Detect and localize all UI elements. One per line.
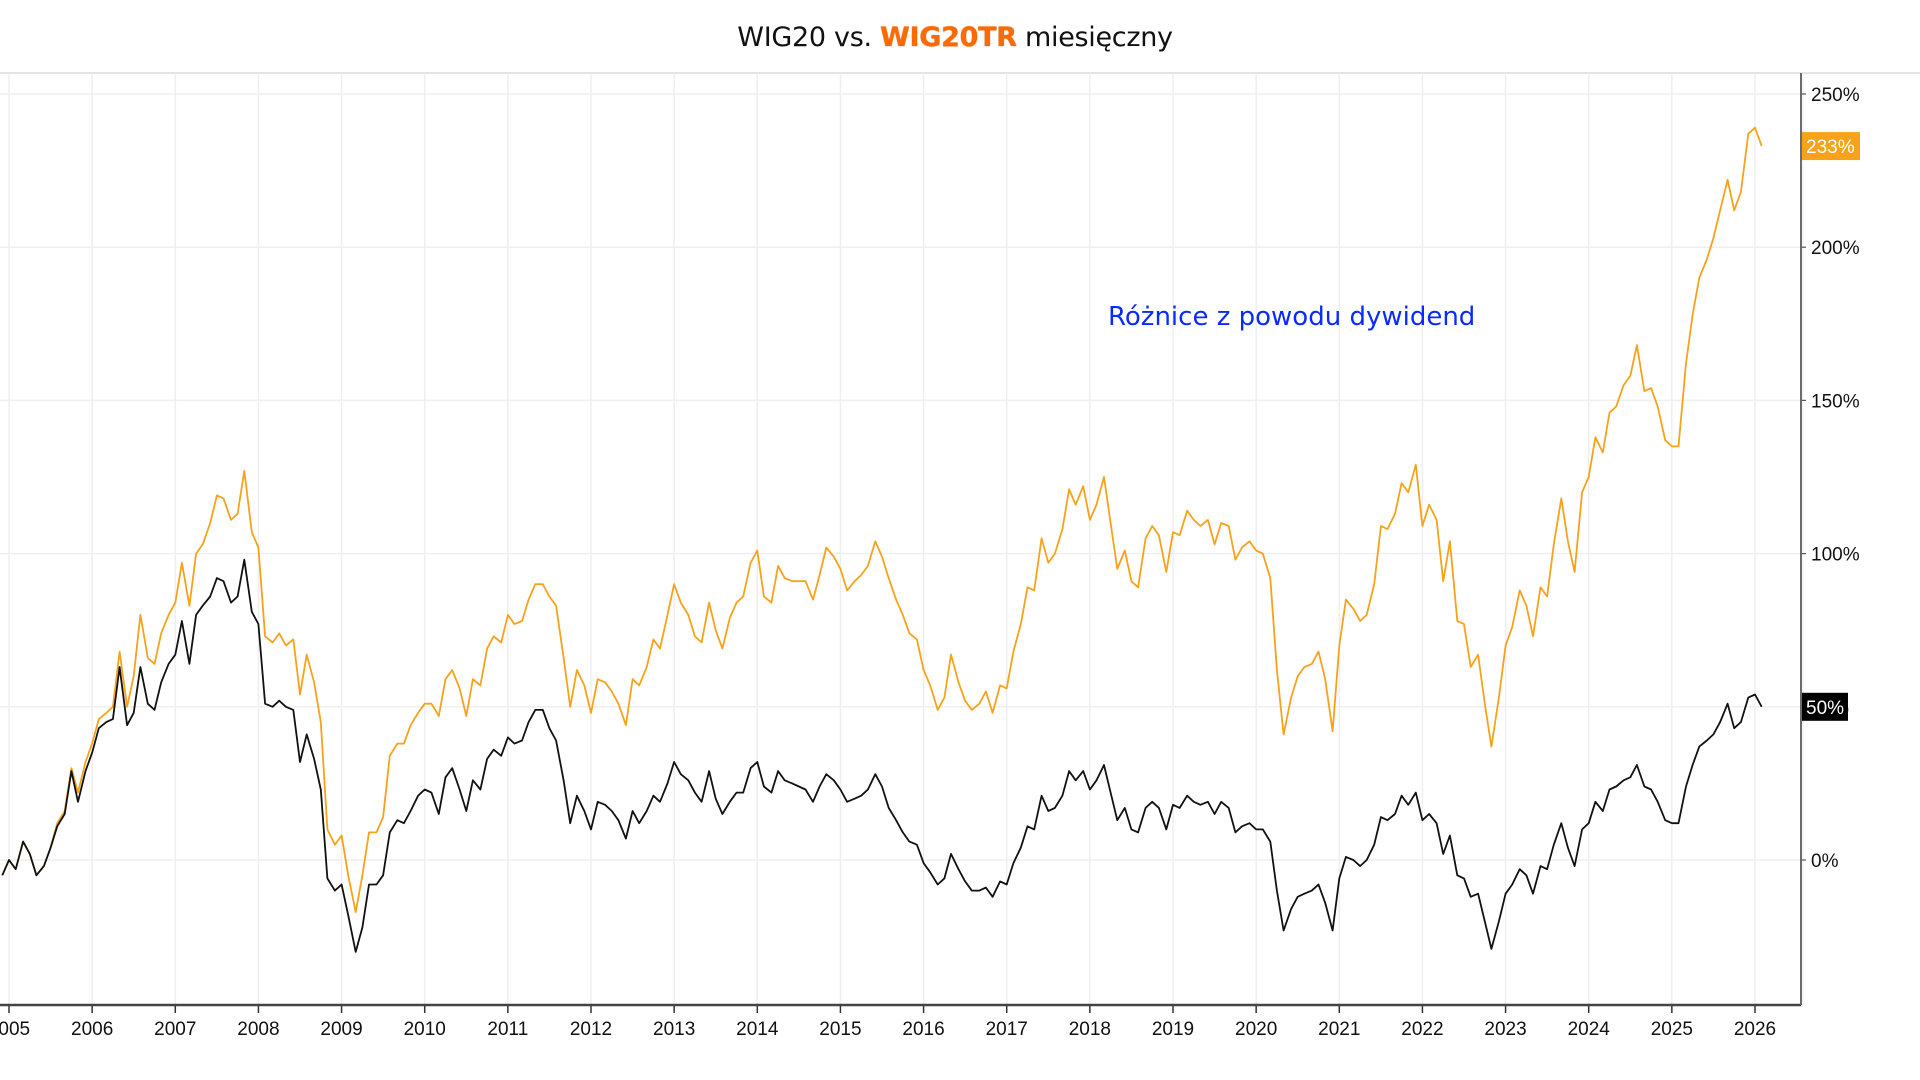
dividend-annotation: Różnice z powodu dywidend — [1108, 302, 1476, 332]
x-tick-label: 2021 — [1318, 1019, 1360, 1040]
last-value-badge-wig20 — [1802, 692, 1848, 721]
series-group — [1, 126, 1763, 953]
x-tick-label: 2010 — [404, 1019, 446, 1040]
chart-title: WIG20 vs. WIG20TR miesięczny — [0, 22, 1910, 53]
x-tick-label: 2020 — [1235, 1019, 1277, 1040]
x-tick-label: 2014 — [736, 1019, 779, 1040]
x-tick-label: 2016 — [902, 1019, 944, 1040]
x-tick-label: 2022 — [1401, 1019, 1443, 1040]
x-tick-label: 2015 — [819, 1019, 861, 1040]
y-tick-label: 150% — [1811, 391, 1860, 412]
x-tick-label: 2011 — [487, 1019, 528, 1040]
x-tick-label: 2009 — [320, 1019, 362, 1040]
x-tick-label: 2024 — [1568, 1019, 1611, 1040]
series-line-wig20tr — [1, 126, 1763, 913]
y-tick-label: 250% — [1811, 85, 1860, 106]
last-value-badge-wig20tr — [1802, 132, 1860, 161]
x-tick-label: 2006 — [71, 1019, 113, 1040]
x-tick-label: 2026 — [1734, 1019, 1776, 1040]
x-tick-label: 2007 — [154, 1019, 196, 1040]
x-tick-label: 2019 — [1152, 1019, 1194, 1040]
x-tick-label: 2018 — [1069, 1019, 1111, 1040]
last-value-label-wig20tr: 233% — [1806, 137, 1855, 158]
y-tick-label: 200% — [1811, 238, 1860, 259]
x-tick-label: 2023 — [1484, 1019, 1526, 1040]
x-tick-label: 2012 — [570, 1019, 612, 1040]
title-suffix: miesięczny — [1016, 22, 1173, 53]
title-prefix: WIG20 vs. — [737, 22, 881, 53]
tick-labels: 2005 2006 2007 2008 2009 2010 2011 2012 2013 2014… — [0, 85, 1860, 1040]
x-tick-label: 2013 — [653, 1019, 695, 1040]
x-tick-label: 2025 — [1651, 1019, 1693, 1040]
x-tick-label: 2008 — [237, 1019, 279, 1040]
y-tick-label: 0% — [1811, 851, 1839, 872]
axes — [0, 73, 1806, 1013]
series-line-wig20 — [1, 558, 1763, 953]
y-tick-label: 100% — [1811, 545, 1860, 566]
gridlines — [0, 73, 1804, 1005]
x-tick-label: 2017 — [986, 1019, 1028, 1040]
title-highlight: WIG20TR — [880, 22, 1017, 53]
last-value-badges: 233% 50% — [1802, 132, 1860, 721]
last-value-label-wig20: 50% — [1806, 698, 1844, 719]
x-tick-label: 2005 — [0, 1019, 30, 1040]
